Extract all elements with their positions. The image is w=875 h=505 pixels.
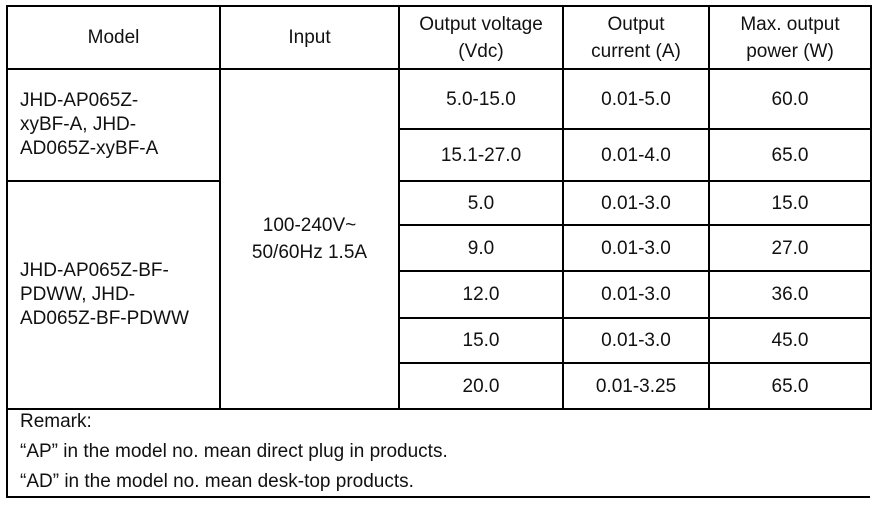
voltage-cell: 5.0-15.0 — [398, 68, 564, 130]
power-cell: 65.0 — [708, 362, 872, 410]
power-cell: 15.0 — [708, 180, 872, 226]
table-row: JHD-AP065Z-BF-PDWW, JHD-AD065Z-BF-PDWW 5… — [6, 180, 872, 410]
table-row: 15.1-27.0 0.01-4.0 65.0 — [7, 128, 872, 182]
remark-box: Remark: “AP” in the model no. mean direc… — [6, 407, 870, 498]
current-cell: 0.01-3.0 — [562, 224, 710, 272]
current-cell: 0.01-3.0 — [562, 180, 710, 226]
table-row: 15.0 0.01-3.0 45.0 — [7, 317, 872, 364]
table-row: JHD-AP065Z-xyBF-A, JHD-AD065Z-xyBF-A 100… — [6, 68, 872, 410]
power-cell: 60.0 — [708, 68, 872, 130]
model-cell: JHD-AP065Z-xyBF-A, JHD-AD065Z-xyBF-A — [6, 68, 221, 182]
power-cell: 65.0 — [708, 128, 872, 182]
header-output-current: Output current (A) — [562, 5, 710, 70]
current-cell: 0.01-4.0 — [562, 128, 710, 182]
voltage-cell: 20.0 — [398, 362, 564, 410]
specs-table: Model Input Output voltage (Vdc) Output … — [6, 5, 872, 410]
header-input: Input — [219, 5, 400, 70]
model-cell: JHD-AP065Z-BF-PDWW, JHD-AD065Z-BF-PDWW — [6, 180, 221, 410]
voltage-cell: 9.0 — [398, 224, 564, 272]
table-row: 12.0 0.01-3.0 36.0 — [7, 270, 872, 319]
power-cell: 27.0 — [708, 224, 872, 272]
voltage-cell: 15.1-27.0 — [398, 128, 564, 182]
power-cell: 36.0 — [708, 270, 872, 319]
input-cell: 100-240V~ 50/60Hz 1.5A — [219, 68, 400, 410]
voltage-cell: 15.0 — [398, 317, 564, 364]
remark-line: “AD” in the model no. mean desk-top prod… — [20, 471, 414, 492]
header-model: Model — [6, 5, 221, 70]
remark-line: “AP” in the model no. mean direct plug i… — [20, 441, 448, 462]
header-max-power: Max. output power (W) — [708, 5, 872, 70]
table-row: 9.0 0.01-3.0 27.0 — [7, 224, 872, 272]
power-cell: 45.0 — [708, 317, 872, 364]
voltage-cell: 12.0 — [398, 270, 564, 319]
voltage-cell: 5.0 — [398, 180, 564, 226]
table-row: 20.0 0.01-3.25 65.0 — [7, 362, 872, 410]
header-output-voltage: Output voltage (Vdc) — [398, 5, 564, 70]
current-cell: 0.01-3.0 — [562, 270, 710, 319]
current-cell: 0.01-5.0 — [562, 68, 710, 130]
current-cell: 0.01-3.0 — [562, 317, 710, 364]
current-cell: 0.01-3.25 — [562, 362, 710, 410]
header-row: Model Input Output voltage (Vdc) Output … — [6, 5, 872, 70]
remark-title: Remark: — [20, 411, 92, 432]
